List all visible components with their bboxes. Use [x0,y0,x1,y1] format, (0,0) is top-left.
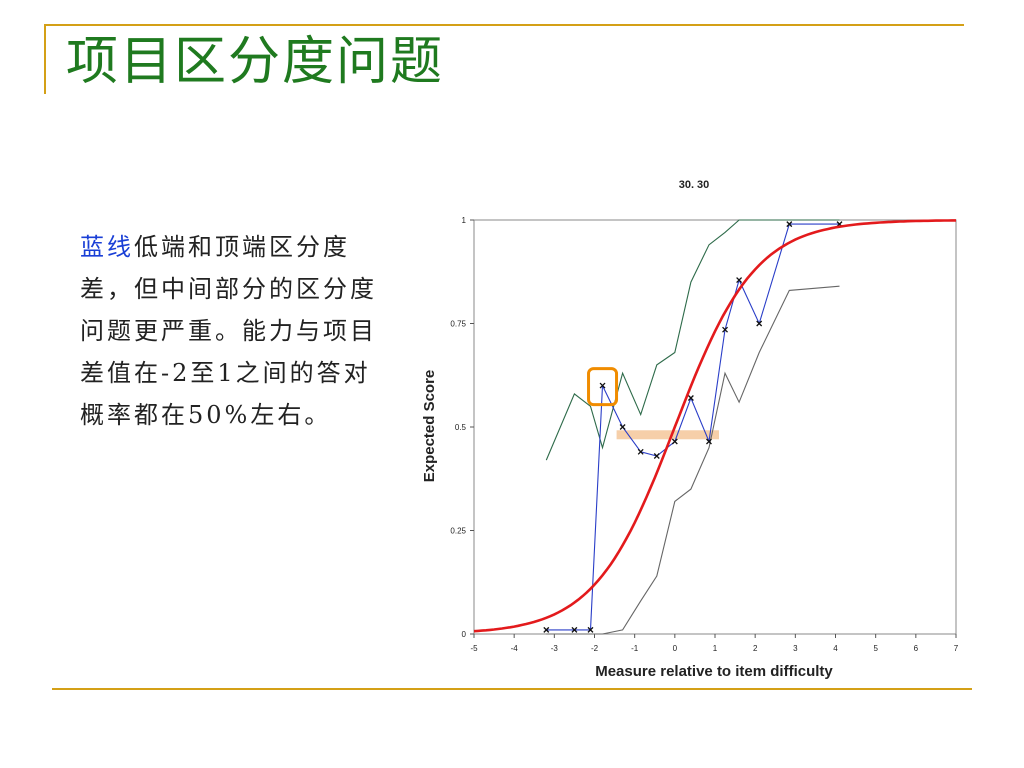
data-point-marker [756,320,763,327]
x-tick-label: 6 [914,644,919,653]
x-tick-label: 5 [873,644,878,653]
upper-band-line [545,219,840,461]
x-axis-label: Measure relative to item difficulty [595,663,833,680]
slide-body-text: 蓝线低端和顶端区分度差，但中间部分的区分度问题更严重。能力与项目差值在-2至1之… [80,226,390,436]
chart-title: 30. 30 [679,179,710,191]
data-point-marker [571,626,578,633]
x-tick-label: -5 [470,644,478,653]
data-point-marker [543,626,550,633]
observed-line [546,223,840,631]
plot-area [473,219,957,635]
x-tick-label: -3 [551,644,559,653]
left-rule [44,24,46,94]
y-tick-label: 0 [462,630,467,639]
y-tick-label: 1 [462,216,467,225]
data-point-marker [671,438,678,445]
data-point-marker [706,438,712,445]
x-tick-label: 1 [713,644,718,653]
model-curve-line [473,219,956,633]
expected-score-chart: 30. 30 Expected Score Measure relative t… [421,179,959,680]
y-tick-label: 0.25 [450,527,466,536]
x-tick-label: -1 [631,644,639,653]
data-point-marker [786,221,793,228]
body-text-rest: 低端和顶端区分度差，但中间部分的区分度问题更严重。能力与项目差值在-2至1之间的… [80,233,377,429]
x-tick-label: 4 [833,644,838,653]
x-tick-label: 3 [793,644,798,653]
slide-title: 项目区分度问题 [66,32,445,92]
data-point-marker [722,326,729,333]
x-tick-label: 7 [954,644,959,653]
data-point-marker [653,453,660,459]
top-rule [44,24,964,26]
y-tick-label: 0.5 [455,423,467,432]
x-tick-label: 2 [753,644,758,653]
data-point-marker [599,382,606,389]
data-point-marker [687,395,694,401]
lower-band-line [546,285,840,635]
data-point-marker [637,448,644,455]
x-tick-label: -2 [591,644,599,653]
data-point-marker [587,626,594,633]
highlight-text: 蓝线 [80,233,134,261]
highlight-band [616,430,720,440]
data-point-marker [736,277,743,283]
highlight-box [587,367,619,407]
bottom-rule [52,688,972,690]
x-tick-label: 0 [673,644,678,653]
data-point-marker [619,424,626,430]
x-tick-label: -4 [511,644,519,653]
y-axis-label: Expected Score [421,370,438,483]
y-tick-label: 0.75 [450,320,466,329]
